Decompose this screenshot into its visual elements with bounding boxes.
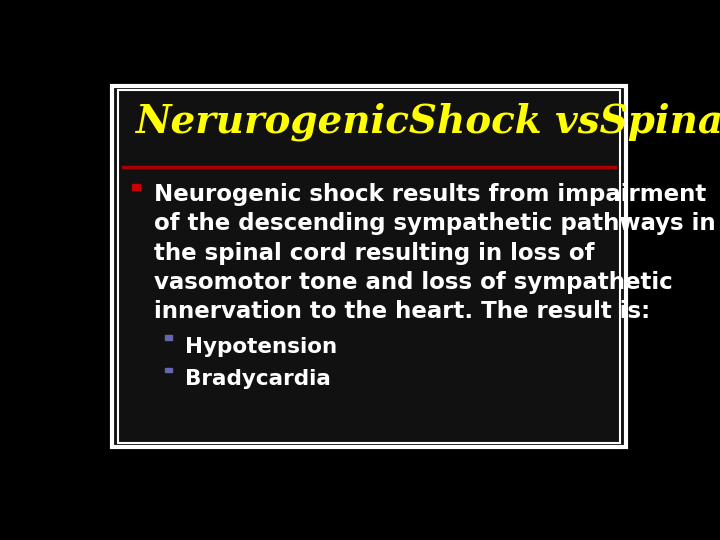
Text: NerurogenicShock vsSpinal Shock: NerurogenicShock vsSpinal Shock	[135, 102, 720, 141]
Bar	[132, 184, 140, 190]
Bar	[166, 368, 172, 373]
Text: of the descending sympathetic pathways in: of the descending sympathetic pathways i…	[154, 212, 716, 235]
Text: Hypotension: Hypotension	[185, 337, 337, 357]
Text: vasomotor tone and loss of sympathetic: vasomotor tone and loss of sympathetic	[154, 271, 673, 294]
Bar	[112, 85, 626, 447]
Bar	[166, 335, 172, 341]
Text: innervation to the heart. The result is:: innervation to the heart. The result is:	[154, 300, 650, 323]
Text: Neurogenic shock results from impairment: Neurogenic shock results from impairment	[154, 183, 706, 206]
Text: the spinal cord resulting in loss of: the spinal cord resulting in loss of	[154, 241, 595, 265]
Text: Bradycardia: Bradycardia	[185, 369, 330, 389]
